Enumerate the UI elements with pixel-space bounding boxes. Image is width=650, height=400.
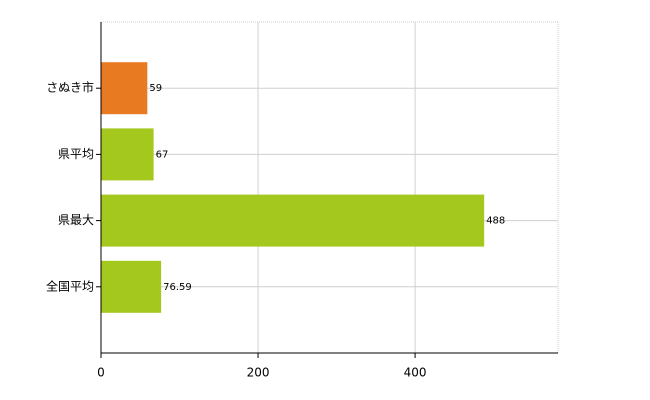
y-tick-label: 県最大 [58, 213, 94, 227]
y-tick-label: さぬき市 [46, 80, 94, 95]
bar [101, 260, 162, 313]
value-label: 59 [149, 83, 162, 94]
value-label: 67 [156, 149, 169, 160]
bar [101, 128, 154, 181]
value-label: 488 [486, 216, 505, 227]
x-tick-label: 0 [97, 366, 105, 380]
x-tick-label: 200 [247, 366, 270, 380]
bar [101, 62, 148, 115]
x-tick-label: 400 [404, 366, 427, 380]
y-tick-label: 全国平均 [46, 278, 94, 293]
y-tick-label: 県平均 [58, 147, 94, 161]
bar [101, 194, 485, 247]
value-label: 76.59 [163, 282, 192, 293]
